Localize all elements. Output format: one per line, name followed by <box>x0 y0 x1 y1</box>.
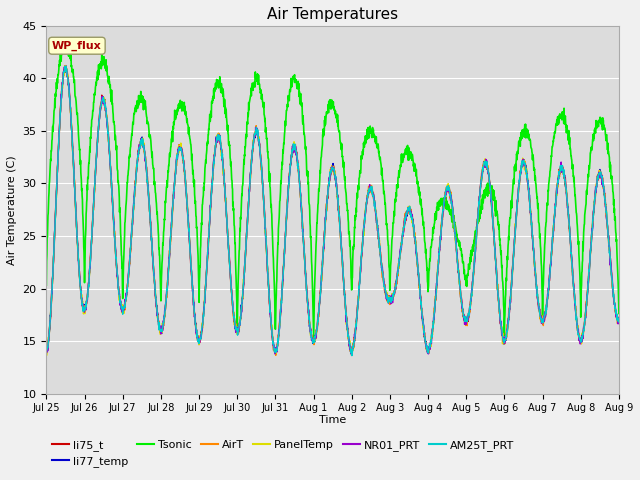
X-axis label: Time: Time <box>319 415 346 425</box>
Title: Air Temperatures: Air Temperatures <box>267 7 398 22</box>
Legend: li75_t, li77_temp, Tsonic, AirT, PanelTemp, NR01_PRT, AM25T_PRT: li75_t, li77_temp, Tsonic, AirT, PanelTe… <box>52 440 515 467</box>
Text: WP_flux: WP_flux <box>52 41 102 51</box>
Y-axis label: Air Temperature (C): Air Temperature (C) <box>7 155 17 264</box>
